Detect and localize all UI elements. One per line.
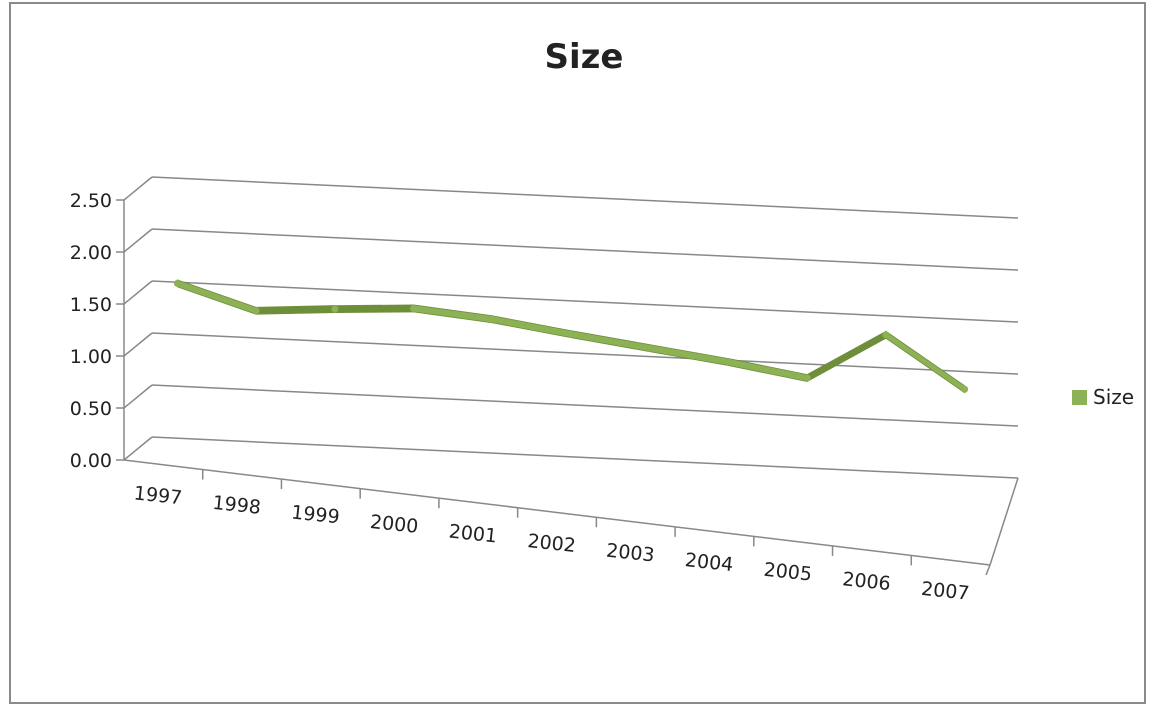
x-tick-labels: 1997 1998 1999 2000 2001 2002 2003 2004 2005 2006… <box>133 482 971 604</box>
gridline <box>151 436 1019 479</box>
x-tick-label: 2001 <box>448 521 498 548</box>
data-point <box>173 279 181 287</box>
data-point <box>410 304 418 312</box>
x-tick-label: 2000 <box>369 511 419 538</box>
x-tick-label: 1998 <box>212 492 262 519</box>
x-tick-label: 1999 <box>290 501 340 528</box>
legend: Size <box>1072 385 1134 409</box>
data-point <box>331 305 339 313</box>
x-tick-label: 1997 <box>133 482 183 509</box>
gridline <box>151 280 1019 323</box>
side-wall-line <box>123 280 153 305</box>
side-wall-line <box>123 176 153 201</box>
y-tick-label: 2.50 <box>70 190 112 212</box>
data-point <box>646 344 654 352</box>
data-point <box>488 315 496 323</box>
side-wall-line <box>123 384 153 409</box>
y-tick-label: 2.00 <box>70 242 112 264</box>
chart-title: Size <box>545 37 624 77</box>
x-tick-label: 2004 <box>684 549 734 576</box>
data-point <box>567 330 575 338</box>
y-tick-label: 1.50 <box>70 294 112 316</box>
gridline <box>151 228 1019 271</box>
data-point <box>961 385 969 393</box>
x-tick-label: 2006 <box>841 568 891 595</box>
y-tick-label: 0.00 <box>70 450 112 472</box>
floor-right-edge <box>989 477 1019 566</box>
gridline <box>151 384 1019 427</box>
gridline <box>151 332 1019 375</box>
x-tick-label: 2002 <box>526 530 576 557</box>
legend-swatch <box>1072 390 1087 405</box>
side-wall-line <box>123 436 153 461</box>
side-wall-line <box>123 332 153 357</box>
x-axis-line <box>123 459 991 566</box>
legend-label: Size <box>1093 385 1134 409</box>
x-tick-label: 2005 <box>763 559 813 586</box>
side-wall-line <box>123 228 153 253</box>
grid-lines <box>123 176 1019 479</box>
y-tick-label: 0.50 <box>70 398 112 420</box>
axes <box>116 199 1019 576</box>
series-segment <box>334 304 414 313</box>
series-segment <box>255 305 336 315</box>
data-point <box>803 374 811 382</box>
series-line <box>173 279 969 394</box>
x-tick-mark <box>985 564 991 576</box>
x-tick-label: 2007 <box>920 578 970 605</box>
data-point <box>252 307 260 315</box>
data-point <box>882 331 890 339</box>
y-tick-labels: 0.00 0.50 1.00 1.50 2.00 2.50 <box>70 190 112 472</box>
y-tick-label: 1.00 <box>70 346 112 368</box>
x-tick-label: 2003 <box>605 540 655 567</box>
data-point <box>724 358 732 366</box>
gridline <box>151 176 1019 219</box>
